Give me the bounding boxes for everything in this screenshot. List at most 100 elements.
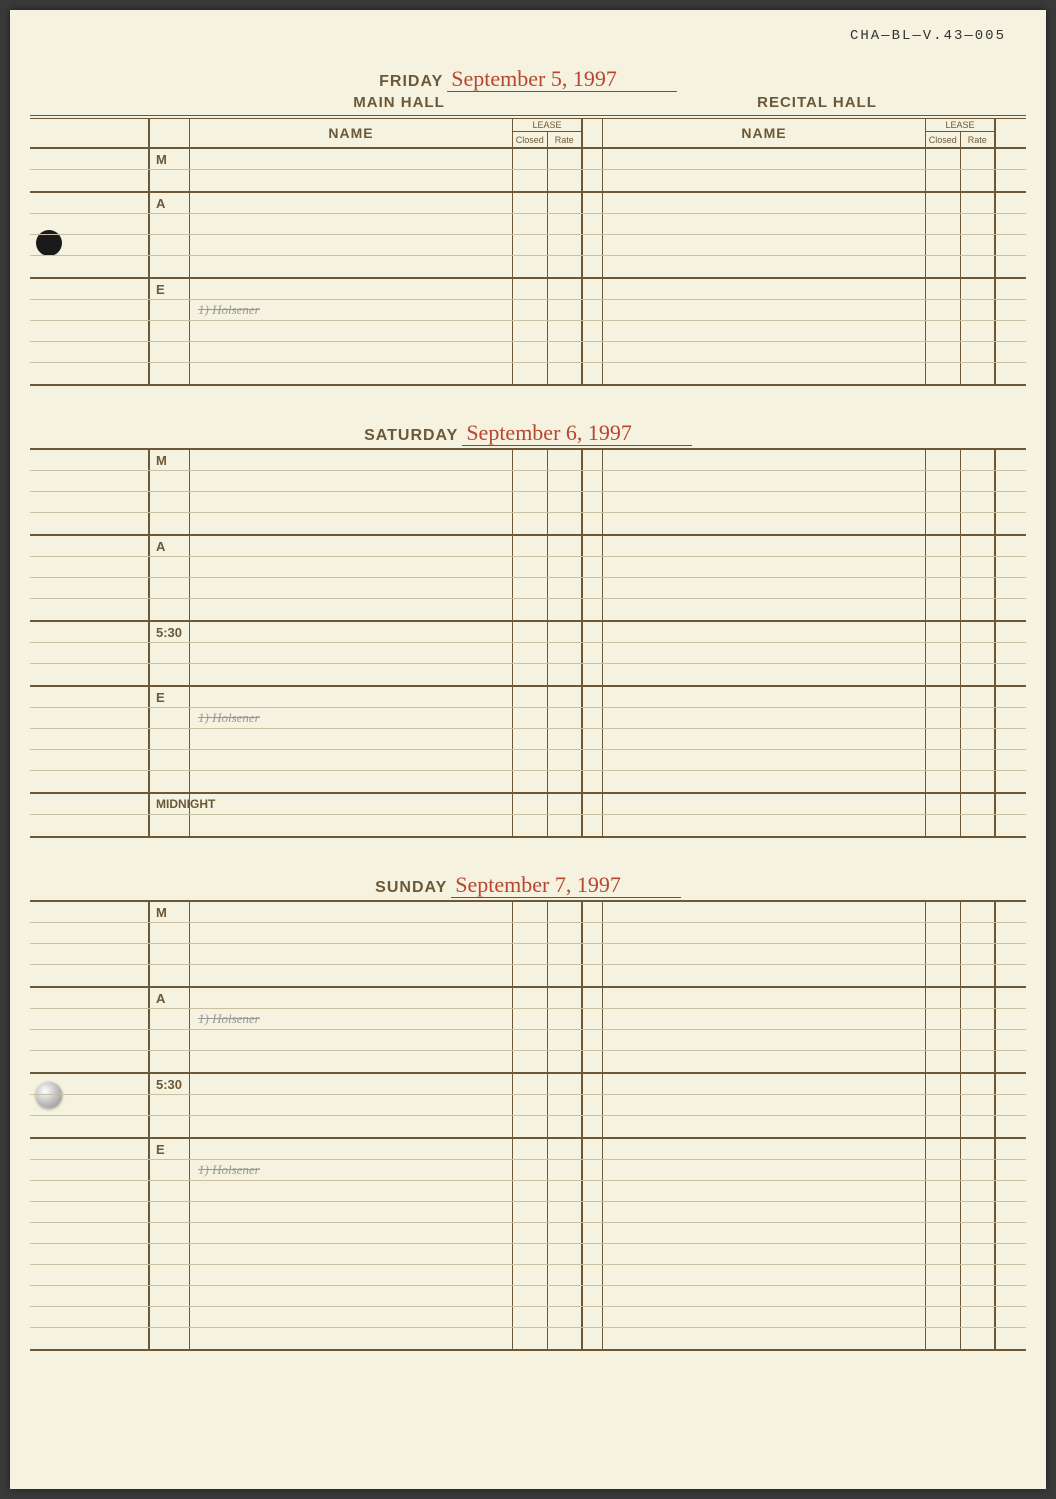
closed-label: Closed — [513, 132, 548, 147]
end-cell — [996, 622, 1026, 642]
recital-closed-cell — [926, 1095, 961, 1115]
col-name-recital: NAME — [603, 119, 926, 147]
recital-rate-cell — [961, 1328, 996, 1349]
recital-name-cell — [603, 815, 926, 836]
main-rate-cell — [548, 1307, 583, 1327]
main-name-cell — [190, 794, 513, 814]
recital-closed-cell — [926, 1223, 961, 1243]
recital-name-cell — [603, 923, 926, 943]
recital-rate-cell — [961, 578, 996, 598]
gap-cell — [583, 1051, 603, 1072]
margin-cell — [30, 450, 150, 470]
ledger-row — [30, 1328, 1026, 1349]
recital-rate-cell — [961, 1116, 996, 1137]
time-block: E1) Holsener — [30, 687, 1026, 794]
recital-rate-cell — [961, 664, 996, 685]
margin-cell — [30, 1095, 150, 1115]
day-label: FRIDAY — [379, 73, 443, 90]
main-rate-cell — [548, 1051, 583, 1072]
time-cell: MIDNIGHT — [150, 794, 190, 814]
gap-cell — [583, 1286, 603, 1306]
ledger-row: M — [30, 902, 1026, 923]
time-cell — [150, 300, 190, 320]
main-rate-cell — [548, 815, 583, 836]
main-name-cell — [190, 536, 513, 556]
main-closed-cell — [513, 193, 548, 213]
ledger-row — [30, 729, 1026, 750]
time-block: MIDNIGHT — [30, 794, 1026, 838]
main-closed-cell — [513, 794, 548, 814]
time-block: E1) Holsener — [30, 1139, 1026, 1351]
margin-cell — [30, 342, 150, 362]
time-block: E1) Holsener — [30, 279, 1026, 386]
margin-cell — [30, 1286, 150, 1306]
main-closed-cell — [513, 1160, 548, 1180]
recital-name-cell — [603, 729, 926, 749]
main-name-cell — [190, 578, 513, 598]
time-cell: M — [150, 450, 190, 470]
time-cell — [150, 1009, 190, 1029]
main-closed-cell — [513, 1074, 548, 1094]
main-rate-cell — [548, 1074, 583, 1094]
recital-rate-cell — [961, 771, 996, 792]
ledger-row: 1) Holsener — [30, 708, 1026, 729]
main-closed-cell — [513, 170, 548, 191]
end-cell — [996, 815, 1026, 836]
end-cell — [996, 300, 1026, 320]
recital-closed-cell — [926, 363, 961, 384]
ledger-row: E — [30, 687, 1026, 708]
col-lease-main: LEASEClosedRate — [513, 119, 583, 147]
end-cell — [996, 1202, 1026, 1222]
time-cell — [150, 1202, 190, 1222]
main-name-cell: 1) Holsener — [190, 1160, 513, 1180]
recital-rate-cell — [961, 1030, 996, 1050]
gap-cell — [583, 1328, 603, 1349]
main-name-cell — [190, 643, 513, 663]
gap-cell — [583, 1181, 603, 1201]
main-rate-cell — [548, 1030, 583, 1050]
time-cell — [150, 578, 190, 598]
end-cell — [996, 214, 1026, 234]
recital-closed-cell — [926, 536, 961, 556]
margin-cell — [30, 1051, 150, 1072]
gap-cell — [583, 1160, 603, 1180]
recital-name-cell — [603, 1160, 926, 1180]
main-closed-cell — [513, 1286, 548, 1306]
recital-name-cell — [603, 1223, 926, 1243]
gap-cell — [583, 492, 603, 512]
main-rate-cell — [548, 902, 583, 922]
gap-cell — [583, 923, 603, 943]
main-rate-cell — [548, 687, 583, 707]
main-rate-cell — [548, 1202, 583, 1222]
end-cell — [996, 794, 1026, 814]
recital-rate-cell — [961, 1139, 996, 1159]
recital-closed-cell — [926, 1116, 961, 1137]
ledger-row — [30, 1202, 1026, 1223]
main-closed-cell — [513, 988, 548, 1008]
end-cell — [996, 1051, 1026, 1072]
end-cell — [996, 536, 1026, 556]
main-name-cell — [190, 193, 513, 213]
main-rate-cell — [548, 170, 583, 191]
recital-name-cell — [603, 708, 926, 728]
end-cell — [996, 279, 1026, 299]
recital-name-cell — [603, 1030, 926, 1050]
ledger-row — [30, 235, 1026, 256]
recital-closed-cell — [926, 300, 961, 320]
time-cell — [150, 944, 190, 964]
margin-cell — [30, 1202, 150, 1222]
recital-hall-label: RECITAL HALL — [608, 94, 1026, 111]
recital-name-cell — [603, 988, 926, 1008]
ledger-row — [30, 1223, 1026, 1244]
recital-closed-cell — [926, 321, 961, 341]
time-cell — [150, 750, 190, 770]
time-cell — [150, 708, 190, 728]
end-cell — [996, 750, 1026, 770]
ledger-row — [30, 750, 1026, 771]
time-cell — [150, 321, 190, 341]
recital-rate-cell — [961, 1244, 996, 1264]
recital-name-cell — [603, 1051, 926, 1072]
recital-name-cell — [603, 342, 926, 362]
main-closed-cell — [513, 149, 548, 169]
main-name-cell — [190, 492, 513, 512]
